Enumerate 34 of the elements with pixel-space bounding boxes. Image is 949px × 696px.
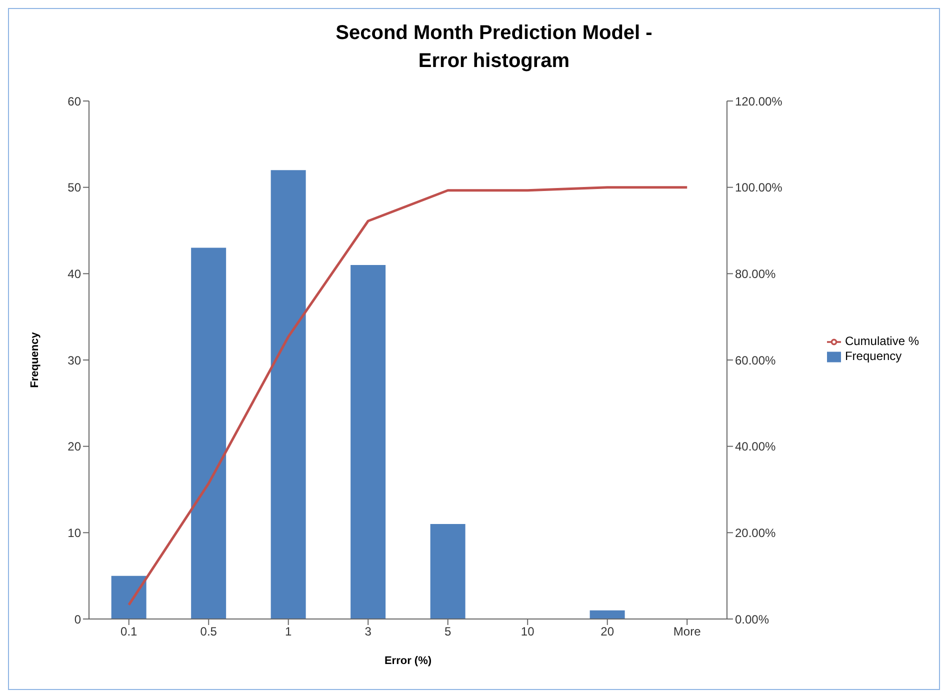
legend-label: Frequency (844, 349, 902, 363)
y2-tick-label: 100.00% (734, 180, 783, 195)
bar (191, 248, 226, 619)
x-tick-label: 5 (444, 624, 452, 639)
x-tick-label: 10 (520, 624, 535, 639)
y2-tick-label: 80.00% (734, 266, 776, 281)
y2-tick-label: 40.00% (734, 440, 776, 454)
bar (590, 610, 625, 619)
y-tick-label: 0 (74, 612, 82, 626)
x-tick-label: 1 (285, 624, 292, 639)
x-tick-label: More (673, 624, 702, 639)
bar (270, 170, 306, 619)
bar (350, 265, 386, 619)
x-tick-label: 20 (600, 624, 614, 639)
x-tick-label: 0.1 (120, 624, 138, 639)
y-tick-label: 60 (68, 94, 82, 108)
legend-label: Cumulative % (844, 334, 919, 348)
y-tick-label: 10 (68, 526, 82, 540)
y-tick-label: 20 (68, 440, 82, 454)
y-tick-label: 50 (68, 180, 82, 195)
bar (111, 576, 146, 619)
y2-tick-label: 60.00% (734, 353, 776, 368)
x-tick-label: 0.5 (200, 624, 218, 639)
y-axis-title: Frequency (28, 331, 41, 388)
x-axis-title: Error (%) (384, 655, 432, 667)
y2-tick-label: 120.00% (734, 94, 783, 108)
chart-title: Second Month Prediction Model - Error histogram (336, 22, 652, 72)
bar (430, 524, 466, 619)
y-tick-label: 40 (68, 266, 82, 281)
y2-tick-label: 0.00% (734, 612, 770, 626)
y-tick-label: 30 (68, 353, 82, 368)
y2-tick-label: 20.00% (734, 526, 776, 540)
line-series (128, 186, 688, 606)
x-tick-label: 3 (364, 624, 372, 639)
